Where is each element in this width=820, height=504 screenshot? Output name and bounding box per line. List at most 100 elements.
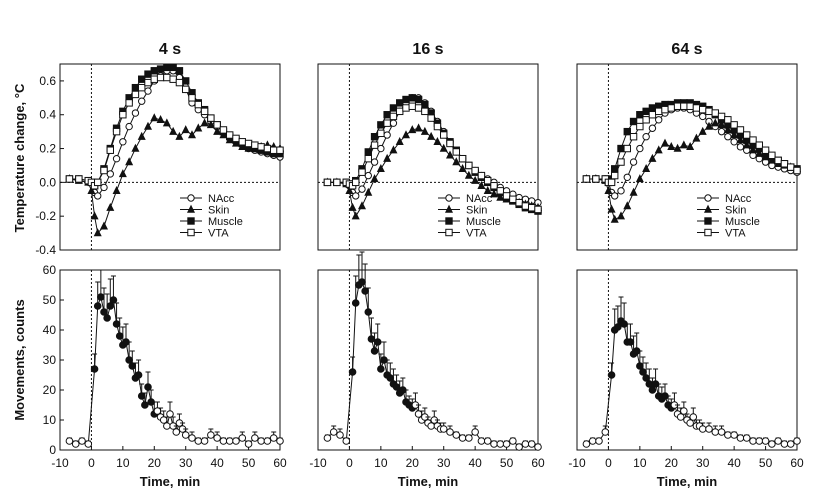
data-point <box>376 164 385 173</box>
data-point <box>730 121 738 129</box>
data-point <box>137 392 146 400</box>
x-tick-label: 20 <box>406 456 420 470</box>
legend-label: Muscle <box>725 216 760 228</box>
data-point <box>323 434 332 442</box>
data-point <box>496 440 505 448</box>
legend-marker <box>445 217 453 225</box>
data-point <box>358 168 366 176</box>
data-point <box>213 126 222 135</box>
data-point <box>244 440 253 448</box>
data-point <box>780 160 789 168</box>
movement-panel-2: -10 0 10 20 30 40 50 60 Time, min <box>309 251 545 489</box>
data-point <box>87 186 96 195</box>
x-tick-label: 20 <box>665 456 679 470</box>
data-point <box>213 121 221 129</box>
data-point <box>125 157 134 166</box>
data-point <box>207 114 215 122</box>
plot-frame <box>576 63 798 251</box>
data-point <box>172 428 181 436</box>
x-tick-label: 40 <box>727 456 741 470</box>
data-point <box>660 138 670 147</box>
legend-label: NAcc <box>725 193 752 205</box>
data-point <box>686 142 695 151</box>
data-point <box>761 437 770 445</box>
data-point <box>648 153 657 162</box>
data-point <box>736 143 745 151</box>
data-point <box>408 102 416 110</box>
data-point <box>414 123 423 132</box>
data-point <box>724 116 732 124</box>
data-point <box>352 192 360 200</box>
data-point <box>232 437 240 445</box>
data-point <box>610 214 619 223</box>
data-point <box>351 299 360 307</box>
plot-frame <box>59 63 281 251</box>
data-point <box>717 120 726 129</box>
data-point <box>169 126 178 135</box>
data-point <box>257 437 265 445</box>
data-point <box>680 102 688 110</box>
x-tick-label: 40 <box>210 456 224 470</box>
x-axis-label: Time, min <box>140 474 201 489</box>
data-point <box>667 142 676 151</box>
x-tick-label: 0 <box>88 456 95 470</box>
y-tick-label: 0.6 <box>39 74 56 88</box>
data-point <box>150 67 158 75</box>
data-point <box>78 437 86 445</box>
data-point <box>106 170 114 178</box>
data-point <box>377 144 385 153</box>
data-point <box>611 192 619 200</box>
y-tick-label: 0 <box>49 443 56 457</box>
data-point <box>521 440 530 448</box>
data-point <box>582 175 591 183</box>
data-point <box>181 431 190 439</box>
data-point <box>440 131 448 139</box>
data-point <box>673 143 682 152</box>
data-point <box>655 116 663 124</box>
data-point <box>408 94 416 102</box>
data-point <box>742 140 751 149</box>
data-point <box>71 440 80 448</box>
data-point <box>138 97 146 105</box>
data-point <box>90 211 99 220</box>
data-point <box>119 111 127 119</box>
data-point <box>717 112 726 121</box>
data-point <box>636 122 644 131</box>
data-point <box>377 121 385 129</box>
x-tick-label: 60 <box>531 456 545 470</box>
data-point <box>774 156 782 165</box>
data-point <box>112 186 121 195</box>
data-point <box>629 117 638 126</box>
data-point <box>188 94 196 102</box>
data-point <box>698 126 707 135</box>
data-point <box>138 83 146 92</box>
data-point <box>607 178 616 187</box>
panel-title: 16 s <box>412 41 443 58</box>
series-skin <box>65 113 285 237</box>
x-tick-label: 40 <box>468 456 482 470</box>
x-tick-label: 30 <box>696 456 710 470</box>
data-point <box>686 102 694 110</box>
data-point <box>705 425 713 433</box>
data-point <box>90 365 99 373</box>
data-point <box>433 136 442 145</box>
data-point <box>699 105 707 114</box>
data-point <box>150 113 159 122</box>
data-point <box>219 126 228 134</box>
data-point <box>527 440 536 448</box>
plot-frame <box>59 269 281 451</box>
data-point <box>244 139 253 148</box>
data-point <box>749 437 757 445</box>
data-point <box>679 140 688 149</box>
legend-label: Muscle <box>466 216 501 228</box>
y-axis-label-temperature: Temperature change, °C <box>12 83 27 232</box>
data-point <box>723 125 732 134</box>
data-point <box>408 125 417 134</box>
x-tick-label: 30 <box>437 456 451 470</box>
x-tick-label: 10 <box>116 456 130 470</box>
data-point <box>521 202 530 210</box>
data-point <box>348 202 357 211</box>
data-point <box>509 437 517 445</box>
data-point <box>458 434 467 442</box>
